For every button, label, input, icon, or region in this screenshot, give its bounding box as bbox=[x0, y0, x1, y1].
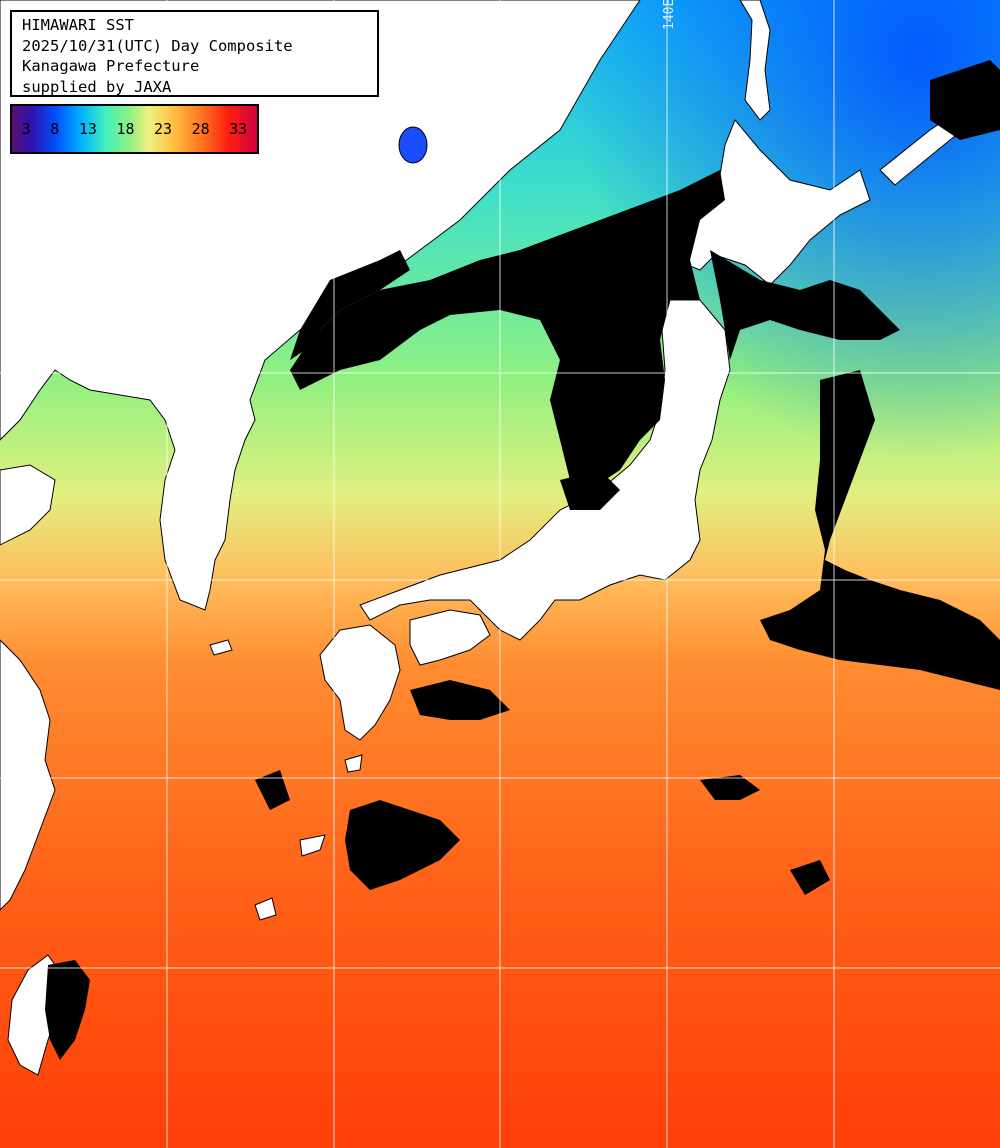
data-credit: supplied by JAXA bbox=[22, 77, 172, 96]
longitude-label-140e: 140E bbox=[662, 0, 677, 30]
latitude-label-40n: 40N bbox=[14, 354, 38, 369]
product-title: HIMAWARI SST bbox=[22, 16, 134, 34]
composite-date: 2025/10/31(UTC) Day Composite bbox=[22, 36, 293, 55]
region-name: Kanagawa Prefecture bbox=[22, 57, 200, 75]
scale-tick: 13 bbox=[78, 120, 97, 138]
land-sakhalin bbox=[739, 0, 771, 121]
temperature-color-scale: 3 8 13 18 23 28 33 bbox=[10, 104, 259, 154]
scale-tick: 3 bbox=[21, 120, 31, 138]
scale-tick: 18 bbox=[116, 120, 135, 138]
cloud-mask bbox=[45, 60, 1000, 1060]
land-china-south bbox=[0, 639, 56, 911]
land-shikoku bbox=[409, 609, 491, 666]
land-kyushu bbox=[319, 624, 401, 741]
scale-tick: 28 bbox=[191, 120, 210, 138]
land-ryukyu bbox=[254, 754, 363, 921]
land-china-coast bbox=[0, 464, 56, 546]
scale-tick: 23 bbox=[154, 120, 173, 138]
map-info-box: HIMAWARI SST 2025/10/31(UTC) Day Composi… bbox=[10, 10, 379, 97]
land-small-island-1 bbox=[209, 639, 233, 656]
scale-tick: 33 bbox=[229, 120, 248, 138]
scale-tick: 8 bbox=[50, 120, 60, 138]
lake bbox=[398, 126, 428, 164]
latitude-label-30n: 30N bbox=[14, 760, 38, 775]
